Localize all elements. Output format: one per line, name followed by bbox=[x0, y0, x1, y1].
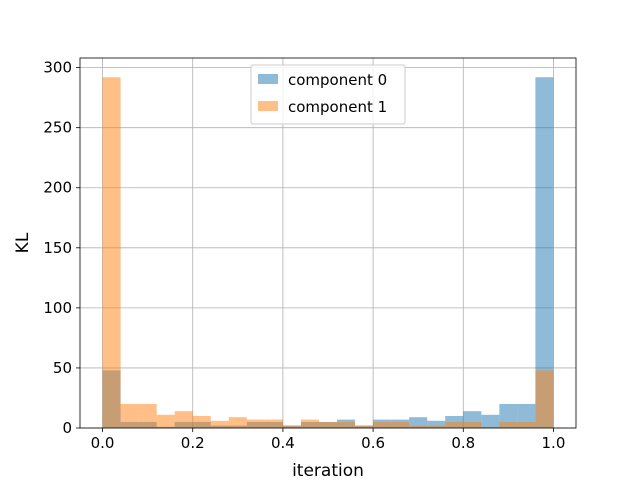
bar-component-1 bbox=[481, 426, 500, 428]
x-tick-label: 0.0 bbox=[91, 434, 115, 452]
plot-frame bbox=[79, 57, 577, 429]
bar-component-1 bbox=[138, 403, 157, 428]
bar-component-0 bbox=[427, 420, 446, 428]
bar-component-1 bbox=[463, 421, 482, 428]
bar-component-1 bbox=[192, 415, 211, 428]
x-tick-label: 1.0 bbox=[542, 434, 566, 452]
y-tick-label: 250 bbox=[43, 119, 72, 137]
y-axis-label: KL bbox=[13, 232, 33, 253]
legend-swatch-component-0 bbox=[258, 74, 278, 84]
x-tick-label: 0.4 bbox=[271, 434, 295, 452]
bar-component-1 bbox=[535, 370, 554, 428]
bar-component-1 bbox=[300, 419, 319, 428]
bar-component-1 bbox=[373, 421, 392, 428]
bar-component-1 bbox=[318, 421, 338, 428]
legend-label-component-1: component 1 bbox=[288, 98, 387, 116]
bar-component-1 bbox=[517, 421, 536, 428]
legend: component 0 component 1 bbox=[250, 64, 406, 125]
legend-box bbox=[250, 64, 406, 125]
bar-component-1 bbox=[355, 425, 374, 428]
bar-component-1 bbox=[264, 419, 283, 428]
x-tick-label: 0.2 bbox=[181, 434, 205, 452]
bar-component-1 bbox=[409, 425, 428, 428]
y-tick-label: 100 bbox=[43, 299, 72, 317]
bar-component-1 bbox=[102, 77, 121, 429]
bar-component-1 bbox=[210, 420, 229, 428]
bar-component-0 bbox=[481, 414, 500, 428]
bar-component-1 bbox=[228, 417, 247, 428]
bar-component-1 bbox=[427, 425, 446, 428]
legend-swatch-component-1 bbox=[258, 101, 278, 111]
axis-ticks: 0.0 0.2 0.4 0.6 0.8 1.0 0 50 100 150 200 250 300 bbox=[43, 59, 565, 452]
histogram-bars bbox=[102, 77, 554, 429]
bar-component-0 bbox=[535, 77, 554, 429]
bar-component-0 bbox=[409, 417, 428, 428]
bar-component-1 bbox=[174, 411, 193, 428]
legend-label-component-0: component 0 bbox=[288, 71, 387, 89]
y-tick-label: 0 bbox=[62, 419, 72, 437]
y-tick-label: 150 bbox=[43, 239, 72, 257]
bar-component-1 bbox=[246, 419, 265, 428]
bar-component-1 bbox=[337, 421, 356, 428]
y-tick-label: 300 bbox=[43, 59, 72, 77]
x-tick-label: 0.6 bbox=[361, 434, 385, 452]
bar-component-1 bbox=[282, 425, 301, 428]
bar-component-1 bbox=[499, 421, 518, 428]
y-tick-label: 50 bbox=[53, 359, 72, 377]
bar-component-1 bbox=[445, 421, 464, 428]
y-tick-label: 200 bbox=[43, 179, 72, 197]
x-axis-label: iteration bbox=[292, 461, 364, 480]
bar-component-1 bbox=[391, 421, 410, 428]
bar-component-1 bbox=[156, 414, 175, 428]
bar-component-1 bbox=[120, 403, 139, 428]
x-tick-label: 0.8 bbox=[451, 434, 475, 452]
